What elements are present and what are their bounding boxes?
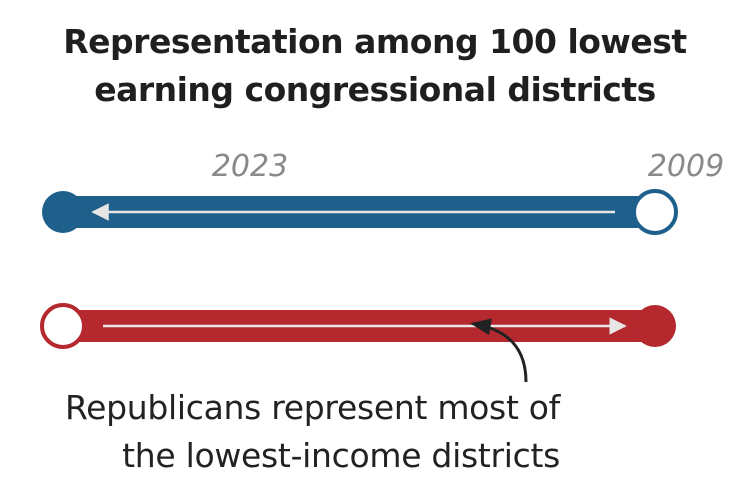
republicans-start-point <box>40 303 86 349</box>
year-label-end: 2023 <box>212 149 288 184</box>
series-republicans <box>40 303 676 349</box>
series-democrats <box>42 189 678 235</box>
democrats-start-point <box>632 189 678 235</box>
chart-title-line-1: Representation among 100 lowest <box>63 22 687 61</box>
chart-title: Representation among 100 lowest earning … <box>0 18 750 114</box>
annotation-line-1: Republicans represent most of <box>64 388 560 427</box>
annotation-arrow <box>469 318 528 383</box>
republicans-end-point <box>634 305 676 347</box>
democrats-end-point <box>42 191 84 233</box>
annotation-line-2: the lowest-income districts <box>122 436 560 475</box>
chart-title-line-2: earning congressional districts <box>94 70 656 109</box>
chart-annotation: Republicans represent most of the lowest… <box>0 384 560 480</box>
year-label-start: 2009 <box>648 149 724 184</box>
